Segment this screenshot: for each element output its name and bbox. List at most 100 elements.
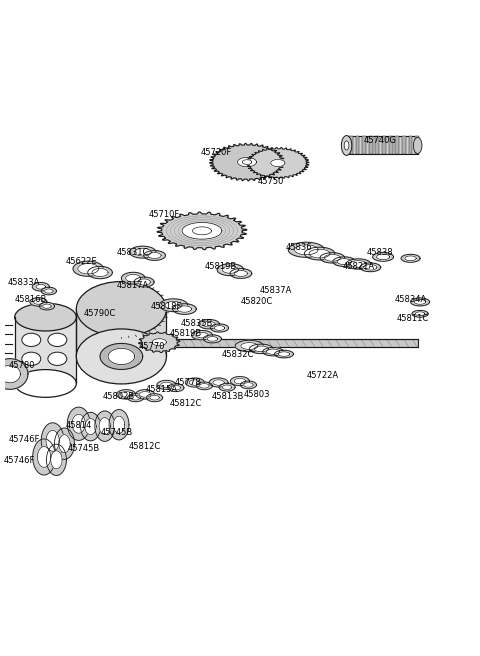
Text: 45811C: 45811C xyxy=(397,314,429,323)
Polygon shape xyxy=(32,283,49,291)
Polygon shape xyxy=(41,287,57,295)
Polygon shape xyxy=(196,382,212,390)
Text: 45821A: 45821A xyxy=(342,262,374,271)
Polygon shape xyxy=(182,222,222,239)
Polygon shape xyxy=(99,418,110,435)
Polygon shape xyxy=(117,390,135,399)
Polygon shape xyxy=(157,380,176,390)
Text: 45812C: 45812C xyxy=(169,400,202,408)
Polygon shape xyxy=(33,439,56,475)
Polygon shape xyxy=(138,279,150,285)
Polygon shape xyxy=(266,349,280,354)
Bar xyxy=(349,136,353,154)
Polygon shape xyxy=(410,298,430,306)
Text: 45745B: 45745B xyxy=(100,428,133,437)
Ellipse shape xyxy=(344,141,349,150)
Text: 45838: 45838 xyxy=(366,248,393,256)
Bar xyxy=(369,136,372,154)
Polygon shape xyxy=(213,380,224,385)
Text: 45835B: 45835B xyxy=(181,319,214,328)
Polygon shape xyxy=(134,249,151,256)
Polygon shape xyxy=(200,384,209,388)
Polygon shape xyxy=(209,378,228,387)
Text: 45790C: 45790C xyxy=(84,309,116,318)
Polygon shape xyxy=(0,365,20,383)
Polygon shape xyxy=(30,298,47,306)
Polygon shape xyxy=(139,332,180,353)
Ellipse shape xyxy=(413,137,422,154)
Polygon shape xyxy=(41,423,64,459)
Polygon shape xyxy=(55,428,74,459)
Polygon shape xyxy=(244,382,253,387)
Text: 45815A: 45815A xyxy=(145,385,178,394)
Polygon shape xyxy=(73,261,103,276)
Polygon shape xyxy=(189,380,201,385)
Text: 45778: 45778 xyxy=(174,378,201,387)
Polygon shape xyxy=(171,386,180,390)
Polygon shape xyxy=(278,352,289,356)
Ellipse shape xyxy=(48,352,67,365)
Polygon shape xyxy=(401,255,420,262)
Polygon shape xyxy=(405,256,416,260)
Polygon shape xyxy=(350,260,366,268)
Polygon shape xyxy=(109,409,129,440)
Polygon shape xyxy=(254,346,268,352)
Polygon shape xyxy=(113,416,125,433)
Text: 45746F: 45746F xyxy=(4,456,35,465)
Polygon shape xyxy=(108,348,135,365)
Polygon shape xyxy=(36,285,46,289)
Text: 45622E: 45622E xyxy=(65,257,97,266)
Polygon shape xyxy=(51,451,62,469)
Polygon shape xyxy=(126,274,141,282)
Polygon shape xyxy=(100,344,143,369)
Polygon shape xyxy=(414,300,426,304)
Polygon shape xyxy=(222,385,232,390)
Text: 45814: 45814 xyxy=(65,420,92,430)
Polygon shape xyxy=(210,144,285,181)
Polygon shape xyxy=(146,394,163,401)
Polygon shape xyxy=(222,266,239,274)
Polygon shape xyxy=(275,350,293,358)
Text: 45745B: 45745B xyxy=(67,444,99,453)
Polygon shape xyxy=(128,394,144,401)
Polygon shape xyxy=(214,325,225,331)
Ellipse shape xyxy=(76,281,167,337)
Polygon shape xyxy=(192,331,212,340)
Text: 45817A: 45817A xyxy=(117,281,149,290)
Text: 45780: 45780 xyxy=(9,361,35,371)
Text: 45833A: 45833A xyxy=(8,278,40,287)
Ellipse shape xyxy=(22,352,41,365)
Polygon shape xyxy=(135,390,155,399)
Ellipse shape xyxy=(15,369,76,398)
Polygon shape xyxy=(199,319,219,329)
Text: 45770: 45770 xyxy=(139,342,166,352)
Polygon shape xyxy=(81,413,100,441)
Polygon shape xyxy=(360,263,381,272)
Polygon shape xyxy=(121,272,145,284)
Polygon shape xyxy=(72,415,85,433)
Polygon shape xyxy=(294,245,318,255)
Polygon shape xyxy=(211,324,228,332)
Polygon shape xyxy=(85,419,96,435)
Text: 45834A: 45834A xyxy=(395,295,427,304)
Polygon shape xyxy=(120,392,132,398)
Polygon shape xyxy=(185,378,204,387)
Polygon shape xyxy=(39,302,55,310)
Polygon shape xyxy=(241,342,258,350)
Text: 45750: 45750 xyxy=(258,176,284,186)
Polygon shape xyxy=(250,344,273,354)
Text: 45812C: 45812C xyxy=(129,442,161,451)
Polygon shape xyxy=(346,259,371,269)
Polygon shape xyxy=(271,159,285,167)
Polygon shape xyxy=(207,337,217,341)
Ellipse shape xyxy=(76,329,167,384)
Polygon shape xyxy=(76,309,167,356)
Polygon shape xyxy=(247,148,309,178)
Bar xyxy=(169,339,418,347)
Polygon shape xyxy=(159,299,188,312)
Bar xyxy=(347,136,418,154)
Text: 45819B: 45819B xyxy=(205,262,237,271)
Bar xyxy=(396,136,399,154)
Bar xyxy=(408,136,412,154)
Polygon shape xyxy=(34,300,43,304)
